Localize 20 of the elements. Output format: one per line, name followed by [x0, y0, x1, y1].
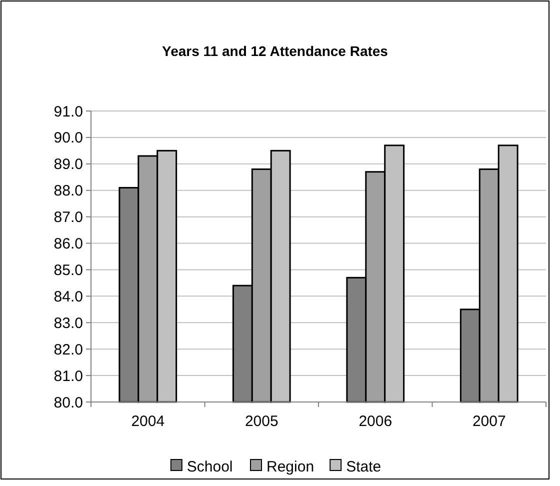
y-tick-label: 83.0 [54, 314, 83, 332]
x-tick-label: 2004 [131, 413, 165, 430]
y-tick-label: 84.0 [54, 288, 83, 306]
chart-title: Years 11 and 12 Attendance Rates [162, 43, 388, 59]
legend-label: School [186, 458, 233, 476]
x-tick-label: 2007 [472, 413, 506, 430]
y-tick-label: 81.0 [54, 368, 83, 385]
y-tick-label: 91.0 [54, 103, 83, 120]
y-tick-label: 87.0 [54, 209, 83, 226]
y-tick-label: 88.0 [54, 182, 83, 200]
legend-label: Region [266, 458, 314, 476]
y-tick-label: 90.0 [54, 130, 83, 147]
x-tick-label: 2006 [358, 413, 392, 430]
x-tick-label: 2005 [244, 413, 278, 430]
y-tick-label: 80.0 [54, 394, 83, 412]
legend-label: State [346, 458, 382, 476]
y-tick-label: 86.0 [54, 236, 83, 253]
y-tick-label: 89.0 [54, 156, 83, 174]
y-tick-label: 82.0 [54, 341, 83, 358]
y-tick-label: 85.0 [54, 262, 83, 279]
